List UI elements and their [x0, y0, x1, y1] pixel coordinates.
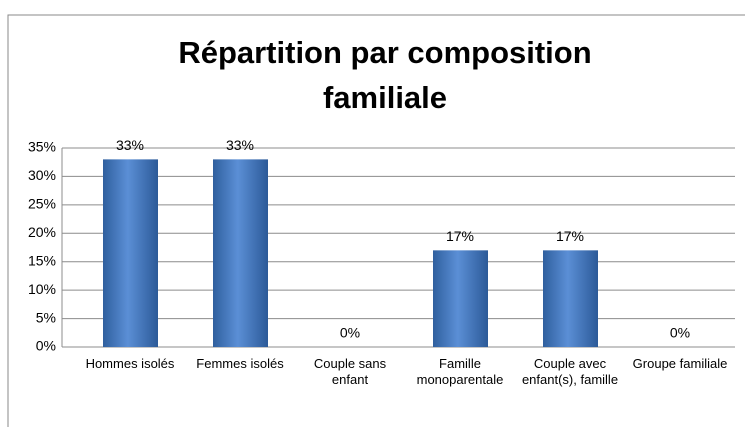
y-tick-label: 0%	[36, 338, 56, 354]
y-tick-label: 20%	[28, 224, 56, 240]
value-label: 0%	[670, 325, 690, 341]
value-label: 17%	[556, 228, 584, 244]
x-tick-label: Hommes isolés	[85, 356, 175, 371]
y-tick-label: 30%	[28, 167, 56, 183]
bar	[213, 159, 268, 347]
value-label: 33%	[226, 137, 254, 153]
x-tick-label: Famille monoparentale	[416, 356, 504, 387]
value-label: 17%	[446, 228, 474, 244]
bar	[543, 250, 598, 347]
bar	[433, 250, 488, 347]
y-tick-label: 5%	[36, 309, 56, 325]
x-tick-label: Groupe familiale	[632, 356, 728, 371]
x-tick-label: Couple avec enfant(s), famille	[521, 356, 619, 387]
y-tick-label: 10%	[28, 281, 56, 297]
bar	[103, 159, 158, 347]
value-label: 33%	[116, 137, 144, 153]
value-label: 0%	[340, 325, 360, 341]
chart-title: Répartition par composition familiale	[178, 35, 592, 115]
x-tick-label: Couple sans enfant	[313, 356, 387, 387]
x-tick-label: Femmes isolés	[196, 356, 284, 371]
y-tick-label: 15%	[28, 252, 56, 268]
y-tick-label: 25%	[28, 196, 56, 212]
y-tick-label: 35%	[28, 139, 56, 155]
chart-border	[7, 14, 745, 427]
